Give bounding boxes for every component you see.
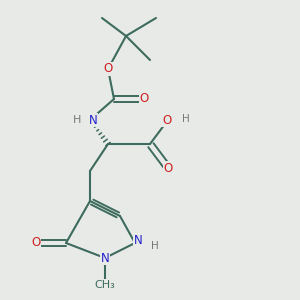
Text: O: O xyxy=(103,62,112,76)
Text: O: O xyxy=(140,92,148,106)
Text: O: O xyxy=(162,113,171,127)
Text: CH₃: CH₃ xyxy=(94,280,116,290)
Text: H: H xyxy=(152,241,159,251)
Text: O: O xyxy=(164,161,172,175)
Text: H: H xyxy=(182,113,189,124)
Text: O: O xyxy=(32,236,40,250)
Text: H: H xyxy=(73,115,81,125)
Text: N: N xyxy=(134,233,142,247)
Text: N: N xyxy=(88,113,98,127)
Text: N: N xyxy=(100,251,109,265)
